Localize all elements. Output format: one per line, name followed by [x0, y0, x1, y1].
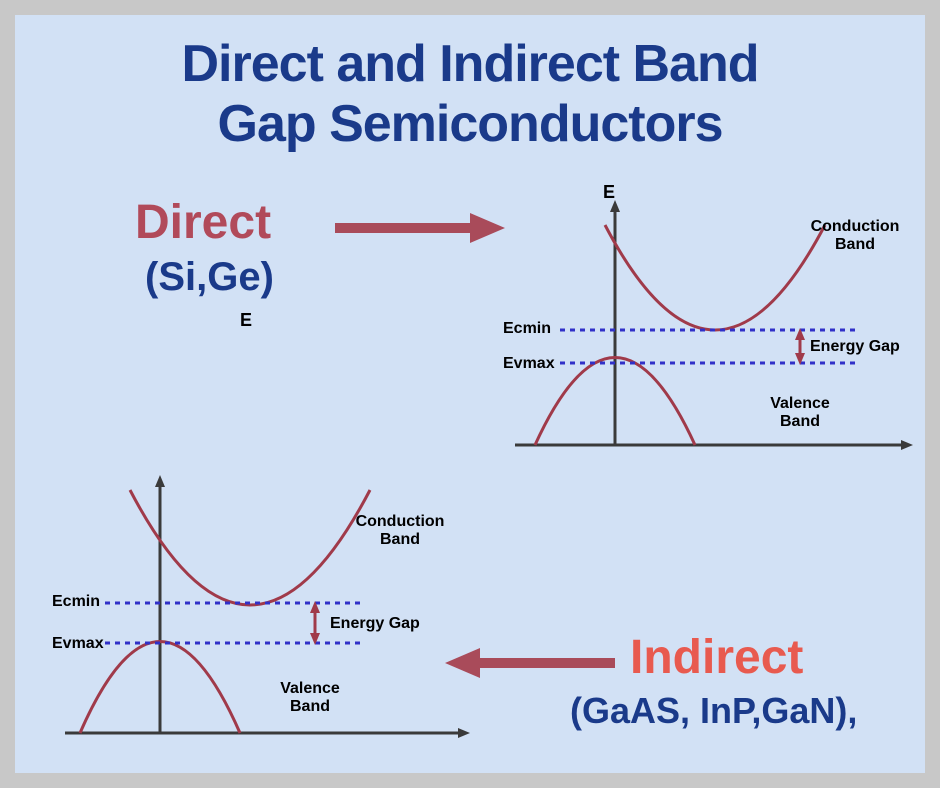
- title-line1: Direct and Indirect Band: [182, 35, 759, 93]
- indirect-label: Indirect: [630, 630, 803, 685]
- conduction-label-indirect: Conduction Band: [350, 513, 450, 548]
- valence-label-direct: Valence Band: [760, 395, 840, 430]
- gap-label-indirect: Energy Gap: [330, 615, 420, 633]
- title-line2: Gap Semiconductors: [218, 95, 723, 153]
- main-panel: Direct and Indirect Band Gap Semiconduct…: [15, 15, 925, 773]
- diagram-direct: E Conduction Band: [505, 200, 915, 470]
- ecmin-label-indirect: Ecmin: [52, 593, 100, 611]
- diagram-indirect: Conduction Band Valence Band Ecmin Evmax…: [60, 475, 470, 755]
- direct-arrow: [335, 210, 505, 250]
- e-label-direct: E: [603, 182, 615, 203]
- ecmin-label-direct: Ecmin: [503, 320, 551, 338]
- gap-label-direct: Energy Gap: [810, 338, 900, 356]
- evmax-label-indirect: Evmax: [52, 635, 104, 653]
- valence-label-indirect: Valence Band: [270, 680, 350, 715]
- direct-sublabel: (Si,Ge): [145, 255, 274, 300]
- conduction-label-direct: Conduction Band: [805, 218, 905, 253]
- direct-label: Direct: [135, 195, 271, 250]
- main-title: Direct and Indirect Band Gap Semiconduct…: [15, 35, 925, 155]
- indirect-sublabel: (GaAS, InP,GaN),: [570, 690, 857, 732]
- e-label-indirect: E: [240, 310, 252, 331]
- evmax-label-direct: Evmax: [503, 355, 555, 373]
